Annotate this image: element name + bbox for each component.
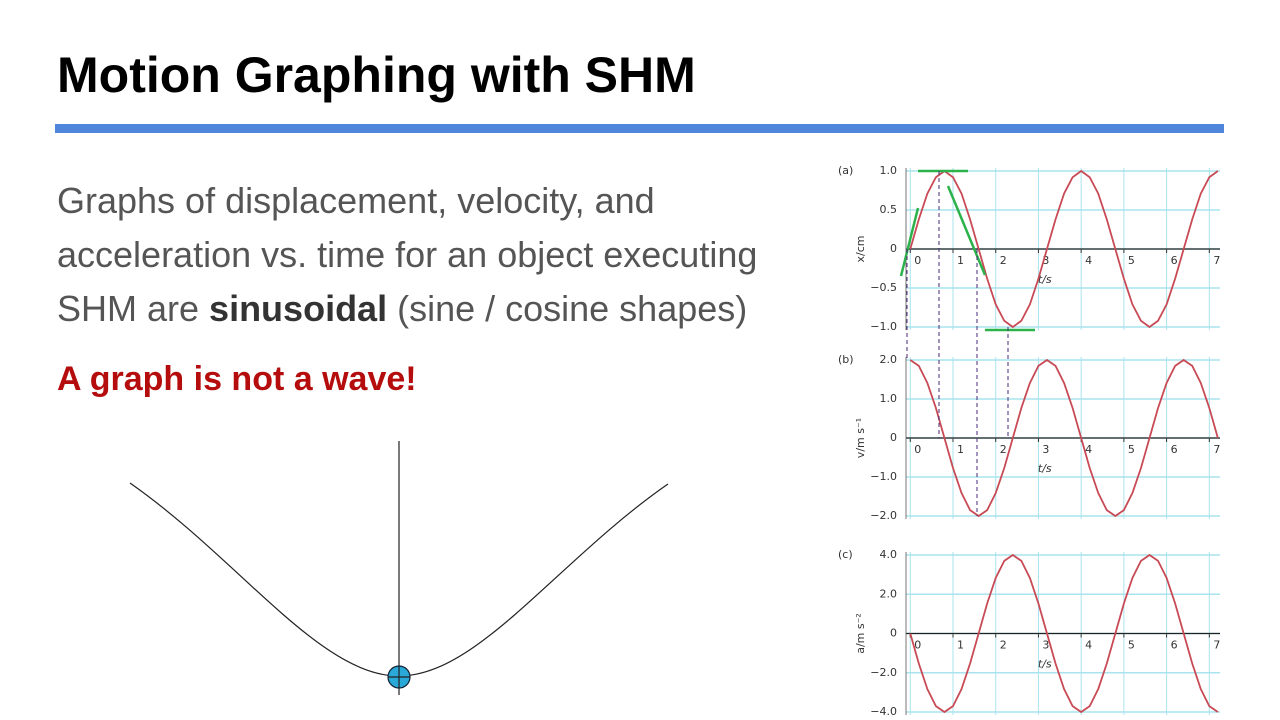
panel-label: (a) — [838, 164, 853, 177]
data-line — [909, 169, 1219, 329]
x-tick-label: 4 — [1085, 443, 1092, 456]
x-axis-label: t/s — [1038, 273, 1052, 286]
y-tick-label: −2.0 — [870, 509, 897, 522]
body-bold: sinusoidal — [209, 288, 388, 329]
x-tick-label: 2 — [1000, 254, 1007, 267]
x-tick-label: 3 — [1042, 639, 1049, 652]
body-span: SHM are — [57, 288, 210, 329]
body-line: acceleration vs. time for an object exec… — [57, 234, 758, 275]
body-text: Graphs of displacement, velocity, and acc… — [57, 174, 757, 336]
y-tick-label: −0.5 — [870, 281, 897, 294]
body-span: (sine / cosine shapes) — [387, 288, 748, 329]
x-tick-label: 5 — [1128, 254, 1135, 267]
pendulum-illustration — [129, 441, 669, 695]
note: A graph is not a wave! — [57, 360, 417, 398]
slide-title: Motion Graphing with SHM — [57, 47, 696, 103]
x-tick-label: 7 — [1213, 639, 1220, 652]
y-tick-label: 2.0 — [880, 353, 898, 366]
y-tick-label: −4.0 — [870, 705, 897, 718]
title-underline — [55, 124, 1224, 133]
x-tick-label: 5 — [1128, 443, 1135, 456]
y-axis-label: v/m s⁻¹ — [854, 418, 867, 458]
tangent — [899, 207, 920, 277]
y-axis-label: x/cm — [854, 236, 867, 263]
x-axis-label: t/s — [1038, 462, 1052, 475]
x-tick-label: 6 — [1171, 639, 1178, 652]
y-tick-label: −1.0 — [870, 470, 897, 483]
x-tick-label: 7 — [1213, 254, 1220, 267]
data-line — [909, 358, 1219, 518]
x-axis-label: t/s — [1038, 658, 1052, 671]
x-tick-label: 4 — [1085, 639, 1092, 652]
y-tick-label: 1.0 — [880, 392, 898, 405]
x-tick-label: 1 — [957, 639, 964, 652]
tangent — [946, 185, 987, 276]
y-axis-label: a/m s⁻² — [854, 613, 867, 654]
x-tick-label: 7 — [1213, 443, 1220, 456]
y-tick-label: −2.0 — [870, 666, 897, 679]
y-tick-label: 0 — [890, 627, 897, 640]
y-tick-label: 2.0 — [880, 587, 898, 600]
y-tick-label: −1.0 — [870, 320, 897, 333]
body-line: Graphs of displacement, velocity, and — [57, 180, 655, 221]
body-line: SHM are sinusoidal (sine / cosine shapes… — [57, 282, 757, 336]
y-tick-label: 0 — [890, 431, 897, 444]
x-tick-label: 6 — [1171, 443, 1178, 456]
x-tick-label: 1 — [957, 254, 964, 267]
charts: 0 1 2 3 4 5 6 7 1.0 0.5 0 −0.5 −1.0 (a) x/cm t/s 0 1 2 3 4 5 6… — [838, 164, 1220, 718]
x-tick-label: 0 — [914, 254, 921, 267]
x-tick-label: 2 — [1000, 639, 1007, 652]
x-tick-label: 2 — [1000, 443, 1007, 456]
x-tick-label: 3 — [1042, 443, 1049, 456]
x-tick-label: 5 — [1128, 639, 1135, 652]
annotations — [899, 169, 1035, 516]
x-tick-label: 0 — [914, 443, 921, 456]
data-line — [909, 553, 1219, 714]
y-tick-label: 1.0 — [880, 164, 898, 177]
x-tick-label: 4 — [1085, 254, 1092, 267]
x-tick-label: 1 — [957, 443, 964, 456]
y-tick-label: 0 — [890, 242, 897, 255]
panel-label: (b) — [838, 353, 854, 366]
panel-label: (c) — [838, 548, 853, 561]
x-tick-label: 6 — [1171, 254, 1178, 267]
y-tick-label: 0.5 — [880, 203, 898, 216]
x-tick-label: 0 — [914, 639, 921, 652]
y-tick-label: 4.0 — [880, 548, 898, 561]
x-tick-label: 3 — [1042, 254, 1049, 267]
